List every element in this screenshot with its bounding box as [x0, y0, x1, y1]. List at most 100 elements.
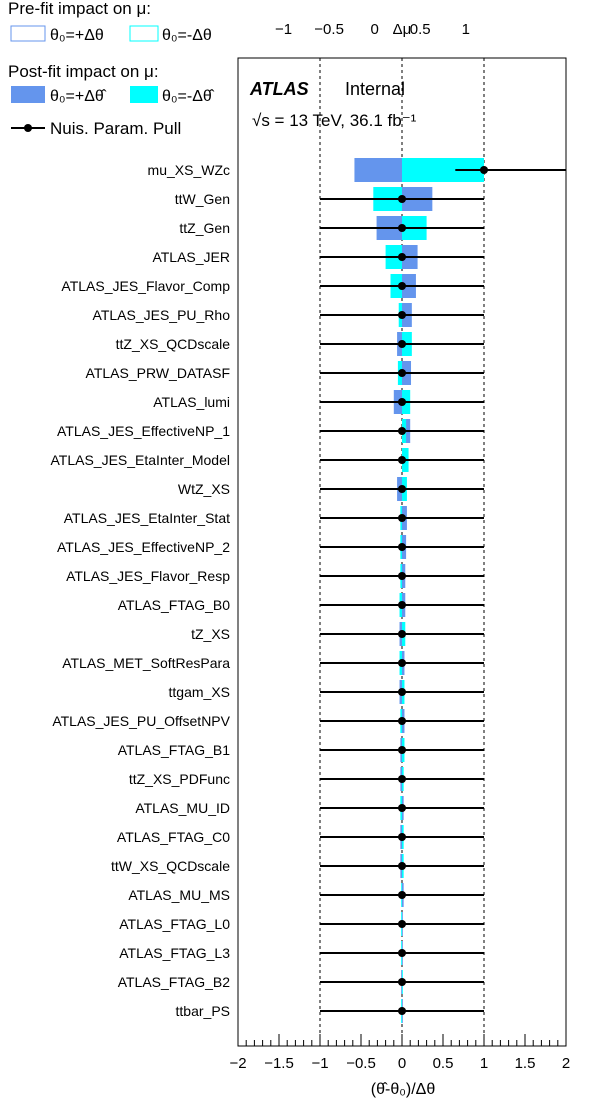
pull-marker-27 [398, 949, 406, 957]
pull-marker-25 [398, 891, 406, 899]
pull-marker-20 [398, 746, 406, 754]
pull-marker-18 [398, 688, 406, 696]
pull-marker-2 [398, 224, 406, 232]
parameter-label-22: ATLAS_MU_ID [135, 800, 230, 816]
parameter-label-2: ttZ_Gen [179, 220, 230, 236]
legend-pull-label: Nuis. Param. Pull [50, 119, 181, 138]
parameter-label-1: ttW_Gen [175, 191, 230, 207]
parameter-label-20: ATLAS_FTAG_B1 [118, 742, 231, 758]
pull-marker-0 [480, 166, 488, 174]
parameter-labels: mu_XS_WZc ttW_Gen ttZ_Gen ATLAS_JER ATLAS_JE… [50, 162, 230, 1019]
atlas-label: ATLAS Internal √s = 13 TeV, 36.1 fb⁻¹ [249, 79, 417, 130]
pull-marker-11 [398, 485, 406, 493]
parameter-label-0: mu_XS_WZc [148, 162, 230, 178]
top-tick-label-3: 0.5 [410, 21, 431, 38]
parameter-label-29: ttbar_PS [176, 1003, 230, 1019]
parameter-label-15: ATLAS_FTAG_B0 [118, 597, 231, 613]
pull-marker-22 [398, 804, 406, 812]
x-tick-label-2: −1 [311, 1055, 328, 1072]
legend-pull-marker [24, 124, 32, 132]
x-tick-label-4: 0 [398, 1055, 406, 1072]
pull-marker-21 [398, 775, 406, 783]
atlas-label-status: Internal [345, 79, 405, 99]
legend-prefit-title: Pre-fit impact on μ: [8, 0, 151, 18]
x-tick-label-5: 0.5 [433, 1055, 454, 1072]
parameter-label-7: ATLAS_PRW_DATASF [86, 365, 230, 381]
x-tick-label-7: 1.5 [515, 1055, 536, 1072]
x-tick-label-8: 2 [562, 1055, 570, 1072]
parameter-label-17: ATLAS_MET_SoftResPara [62, 655, 230, 671]
pull-marker-9 [398, 427, 406, 435]
parameter-label-6: ttZ_XS_QCDscale [116, 336, 231, 352]
top-axis-title: Δμ [393, 21, 412, 38]
impact-bar-plus-0 [354, 158, 402, 182]
top-tick-label-4: 1 [462, 21, 470, 38]
parameter-label-26: ATLAS_FTAG_L0 [119, 916, 230, 932]
legend-postfit-title: Post-fit impact on μ: [8, 62, 159, 81]
x-tick-label-1: −1.5 [264, 1055, 294, 1072]
pull-marker-10 [398, 456, 406, 464]
pull-marker-24 [398, 862, 406, 870]
legend-postfit-plus-label: θ₀=+Δθ̂ [50, 88, 107, 105]
parameter-label-25: ATLAS_MU_MS [128, 887, 230, 903]
legend-postfit-minus-label: θ₀=-Δθ̂ [162, 88, 215, 105]
pull-markers [320, 166, 566, 1015]
atlas-label-bold: ATLAS [249, 79, 309, 99]
parameter-label-23: ATLAS_FTAG_C0 [117, 829, 230, 845]
pull-marker-14 [398, 572, 406, 580]
pull-marker-5 [398, 311, 406, 319]
pull-marker-29 [398, 1007, 406, 1015]
parameter-label-21: ttZ_XS_PDFunc [129, 771, 230, 787]
pull-marker-23 [398, 833, 406, 841]
legend-postfit-minus-swatch [130, 86, 158, 103]
parameter-label-11: WtZ_XS [178, 481, 230, 497]
parameter-label-24: ttW_XS_QCDscale [111, 858, 230, 874]
pull-marker-4 [398, 282, 406, 290]
parameter-label-4: ATLAS_JES_Flavor_Comp [61, 278, 230, 294]
pull-marker-1 [398, 195, 406, 203]
parameter-label-16: tZ_XS [191, 626, 230, 642]
parameter-label-27: ATLAS_FTAG_L3 [119, 945, 230, 961]
legend: Pre-fit impact on μ: θ₀=+Δθ θ₀=-Δθ Post-… [8, 0, 215, 138]
x-tick-label-3: −0.5 [346, 1055, 376, 1072]
top-tick-label-0: −1 [275, 21, 292, 38]
parameter-label-13: ATLAS_JES_EffectiveNP_2 [57, 539, 230, 555]
pull-marker-15 [398, 601, 406, 609]
legend-prefit-minus-label: θ₀=-Δθ [162, 27, 212, 44]
top-tick-label-2: 0 [370, 21, 378, 38]
pull-marker-8 [398, 398, 406, 406]
parameter-label-3: ATLAS_JER [152, 249, 230, 265]
pull-marker-3 [398, 253, 406, 261]
impact-bars [354, 158, 484, 1023]
top-axis: −1 −0.5 0 0.5 1 [275, 21, 470, 38]
parameter-label-14: ATLAS_JES_Flavor_Resp [66, 568, 230, 584]
pull-marker-19 [398, 717, 406, 725]
legend-prefit-plus-label: θ₀=+Δθ [50, 27, 104, 44]
legend-prefit-plus-swatch [10, 25, 46, 42]
pull-marker-16 [398, 630, 406, 638]
pull-marker-28 [398, 978, 406, 986]
legend-prefit-minus-swatch [129, 25, 159, 42]
parameter-label-5: ATLAS_JES_PU_Rho [93, 307, 231, 323]
parameter-label-10: ATLAS_JES_EtaInter_Model [50, 452, 230, 468]
x-tick-label-0: −2 [229, 1055, 246, 1072]
x-axis-title: (θ̂-θ₀)/Δθ [371, 1081, 436, 1098]
legend-postfit-plus-swatch [11, 86, 45, 103]
x-tick-label-6: 1 [480, 1055, 488, 1072]
pull-marker-26 [398, 920, 406, 928]
parameter-label-9: ATLAS_JES_EffectiveNP_1 [57, 423, 230, 439]
pull-marker-6 [398, 340, 406, 348]
parameter-label-28: ATLAS_FTAG_B2 [118, 974, 231, 990]
top-tick-label-1: −0.5 [314, 21, 344, 38]
pull-marker-17 [398, 659, 406, 667]
parameter-label-19: ATLAS_JES_PU_OffsetNPV [52, 713, 230, 729]
pull-marker-12 [398, 514, 406, 522]
parameter-label-18: ttgam_XS [169, 684, 230, 700]
pull-marker-13 [398, 543, 406, 551]
pull-marker-7 [398, 369, 406, 377]
atlas-energy-lumi: √s = 13 TeV, 36.1 fb⁻¹ [252, 111, 417, 130]
bottom-axis: −2 −1.5 −1 −0.5 0 0.5 1 1.5 2 [229, 1034, 570, 1072]
parameter-label-8: ATLAS_lumi [153, 394, 230, 410]
parameter-label-12: ATLAS_JES_EtaInter_Stat [64, 510, 230, 526]
